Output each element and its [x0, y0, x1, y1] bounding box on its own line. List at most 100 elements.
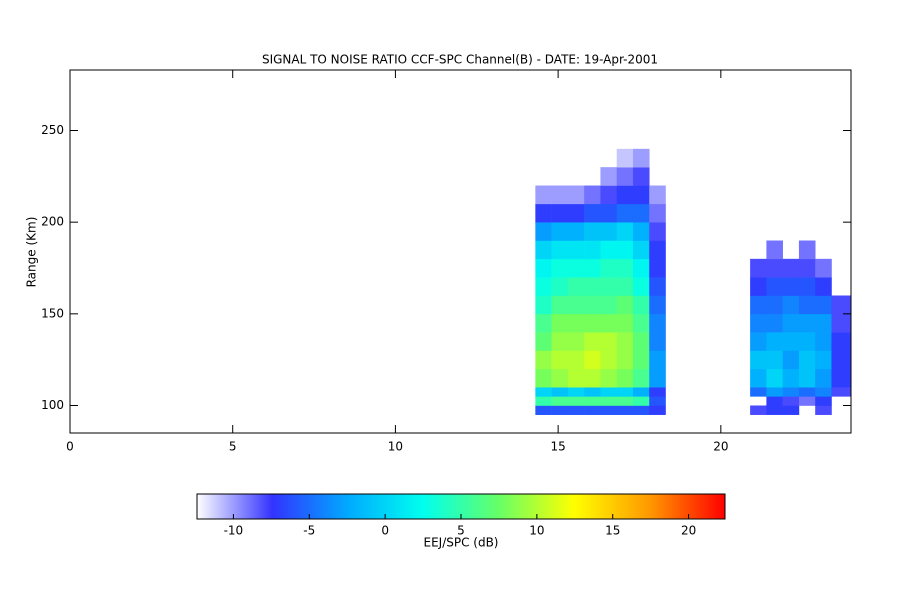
- heatmap-cell: [551, 258, 569, 278]
- heatmap-cell: [616, 203, 634, 223]
- heatmap-cell: [831, 350, 852, 370]
- heatmap-cell: [632, 277, 650, 296]
- heatmap-cell: [600, 332, 617, 351]
- heatmap-cell: [616, 258, 634, 278]
- heatmap-cell: [798, 313, 816, 333]
- heatmap-cell: [535, 387, 552, 397]
- heatmap-cell: [616, 332, 634, 351]
- y-tick-label: 200: [41, 215, 64, 229]
- heatmap-cell: [567, 350, 585, 370]
- heatmap-cell: [766, 258, 783, 278]
- heatmap-cell: [766, 387, 783, 397]
- heatmap-cell: [632, 405, 650, 415]
- x-tick-label: 0: [66, 440, 74, 454]
- heatmap-cell: [815, 396, 832, 406]
- heatmap-cell: [632, 332, 650, 351]
- heatmap-cell: [798, 332, 816, 351]
- heatmap-cell: [535, 258, 552, 278]
- heatmap-cell: [551, 387, 569, 397]
- heatmap-cell: [535, 368, 552, 388]
- heatmap-cell: [649, 240, 666, 260]
- heatmap-cell: [551, 332, 569, 351]
- heatmap-cell: [632, 148, 650, 168]
- heatmap-cell: [798, 387, 816, 397]
- heatmap-cell: [649, 277, 666, 296]
- heatmap-cell: [815, 387, 832, 397]
- heatmap-cell: [798, 396, 816, 406]
- heatmap-cell: [831, 313, 852, 333]
- heatmap-cell: [600, 277, 617, 296]
- heatmap-cell: [616, 368, 634, 388]
- x-tick-label: 5: [229, 440, 237, 454]
- heatmap-cell: [584, 405, 601, 415]
- heatmap-cell: [584, 332, 601, 351]
- heatmap-cell: [600, 368, 617, 388]
- heatmap-cell: [600, 350, 617, 370]
- heatmap-cell: [750, 277, 767, 296]
- heatmap-cell: [584, 313, 601, 333]
- heatmap-cell: [600, 203, 617, 223]
- chart-title: SIGNAL TO NOISE RATIO CCF-SPC Channel(B)…: [262, 53, 658, 67]
- colorbar-tick-label: 20: [681, 524, 696, 538]
- heatmap-cell: [616, 167, 634, 186]
- colorbar-tick-label: 15: [605, 524, 620, 538]
- heatmap-cell: [616, 277, 634, 296]
- heatmap-cell: [766, 240, 783, 260]
- heatmap-cell: [649, 295, 666, 315]
- heatmap-cell: [782, 396, 800, 406]
- heatmap-cell: [649, 396, 666, 406]
- heatmap-cell: [535, 332, 552, 351]
- x-tick-label: 20: [713, 440, 728, 454]
- y-axis-label: Range (Km): [25, 217, 39, 288]
- heatmap-cell: [750, 295, 767, 315]
- colorbar-label: EEJ/SPC (dB): [423, 536, 498, 550]
- heatmap-cell: [567, 332, 585, 351]
- heatmap-cell: [782, 295, 800, 315]
- heatmap-cell: [567, 258, 585, 278]
- heatmap-cell: [535, 222, 552, 241]
- heatmap-cell: [567, 387, 585, 397]
- heatmap-cell: [535, 405, 552, 415]
- heatmap-cell: [649, 405, 666, 415]
- heatmap-cell: [567, 185, 585, 205]
- heatmap-cell: [551, 313, 569, 333]
- heatmap-cell: [584, 368, 601, 388]
- heatmap-cell: [567, 368, 585, 388]
- heatmap-cell: [750, 313, 767, 333]
- colorbar-tick-label: -10: [224, 524, 244, 538]
- heatmap-cell: [782, 277, 800, 296]
- colorbar-tick-label: -5: [303, 524, 315, 538]
- heatmap-cell: [616, 222, 634, 241]
- heatmap-cell: [782, 350, 800, 370]
- heatmap-cell: [782, 258, 800, 278]
- heatmap-cell: [567, 222, 585, 241]
- heatmap-cell: [798, 368, 816, 388]
- heatmap-cell: [831, 368, 852, 388]
- heatmap-cell: [600, 295, 617, 315]
- heatmap-cell: [815, 405, 832, 415]
- heatmap-cell: [649, 203, 666, 223]
- heatmap-cell: [815, 258, 832, 278]
- heatmap-cell: [600, 240, 617, 260]
- heatmap-cell: [616, 240, 634, 260]
- heatmap-cell: [616, 405, 634, 415]
- heatmap-cell: [632, 313, 650, 333]
- heatmap-cell: [535, 277, 552, 296]
- heatmap-cell: [567, 295, 585, 315]
- heatmap-cell: [535, 185, 552, 205]
- heatmap-cell: [551, 350, 569, 370]
- heatmap-cell: [584, 295, 601, 315]
- heatmap-cell: [632, 350, 650, 370]
- heatmap-cell: [798, 295, 816, 315]
- y-tick-label: 250: [41, 123, 64, 137]
- heatmap-cell: [782, 387, 800, 397]
- heatmap-cell: [567, 203, 585, 223]
- heatmap-cell: [584, 240, 601, 260]
- heatmap-cell: [750, 332, 767, 351]
- heatmap-cell: [551, 185, 569, 205]
- heatmap-cell: [616, 387, 634, 397]
- heatmap-cell: [798, 258, 816, 278]
- heatmap-cell: [798, 350, 816, 370]
- colorbar-tick-label: 10: [529, 524, 544, 538]
